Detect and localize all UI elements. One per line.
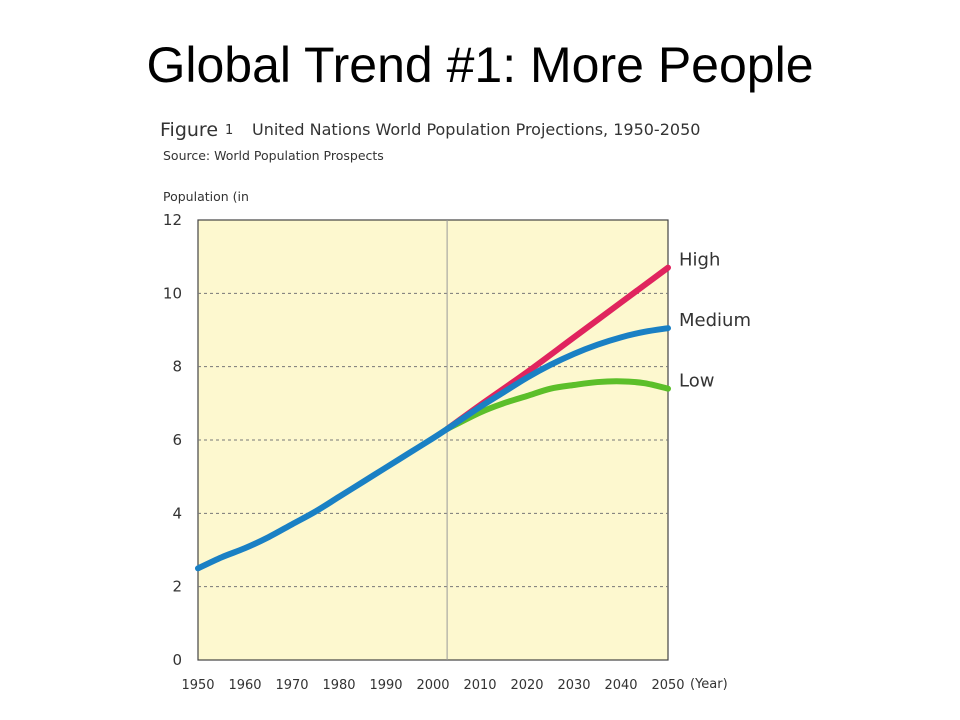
x-tick-label: 1960 — [228, 678, 261, 693]
y-tick-label: 12 — [163, 211, 182, 229]
y-axis-label: Population (in — [163, 189, 249, 204]
x-tick-label: 1980 — [322, 678, 355, 693]
x-tick-label: 2010 — [463, 678, 496, 693]
series-labels: Medium High Low — [679, 250, 751, 392]
figure-label: Figure — [160, 119, 218, 141]
figure-number: 1 — [225, 123, 233, 138]
chart-title: United Nations World Population Projecti… — [252, 120, 700, 139]
y-tick-label: 0 — [172, 651, 182, 669]
series-line-medium — [195, 325, 671, 572]
y-tick-label: 8 — [172, 358, 182, 376]
x-tick-label: 2030 — [557, 678, 590, 693]
y-tick-label: 6 — [172, 431, 182, 449]
series-line-low — [444, 378, 671, 432]
x-tick-label: 2040 — [604, 678, 637, 693]
x-tick-label: 2000 — [416, 678, 449, 693]
y-tick-labels: 0 2 4 6 8 10 12 — [163, 211, 182, 669]
slide-title: Global Trend #1: More People — [146, 37, 814, 93]
y-tick-label: 2 — [172, 578, 182, 596]
x-tick-label: 1950 — [181, 678, 214, 693]
series-label-medium: Medium — [679, 310, 751, 331]
x-tick-label: 2020 — [510, 678, 543, 693]
series-lines — [195, 264, 671, 572]
x-tick-label: 1990 — [369, 678, 402, 693]
y-tick-label: 4 — [172, 504, 182, 522]
x-tick-labels: 1950 1960 1970 1980 1990 2000 2010 2020 2030 2040… — [181, 678, 684, 693]
x-axis-label: (Year) — [690, 677, 728, 692]
y-tick-label: 10 — [163, 284, 182, 302]
x-tick-label: 1970 — [275, 678, 308, 693]
x-tick-label: 2050 — [651, 678, 684, 693]
series-label-high: High — [679, 250, 720, 271]
chart-subtitle: Source: World Population Prospects — [163, 148, 384, 163]
series-label-low: Low — [679, 371, 714, 392]
